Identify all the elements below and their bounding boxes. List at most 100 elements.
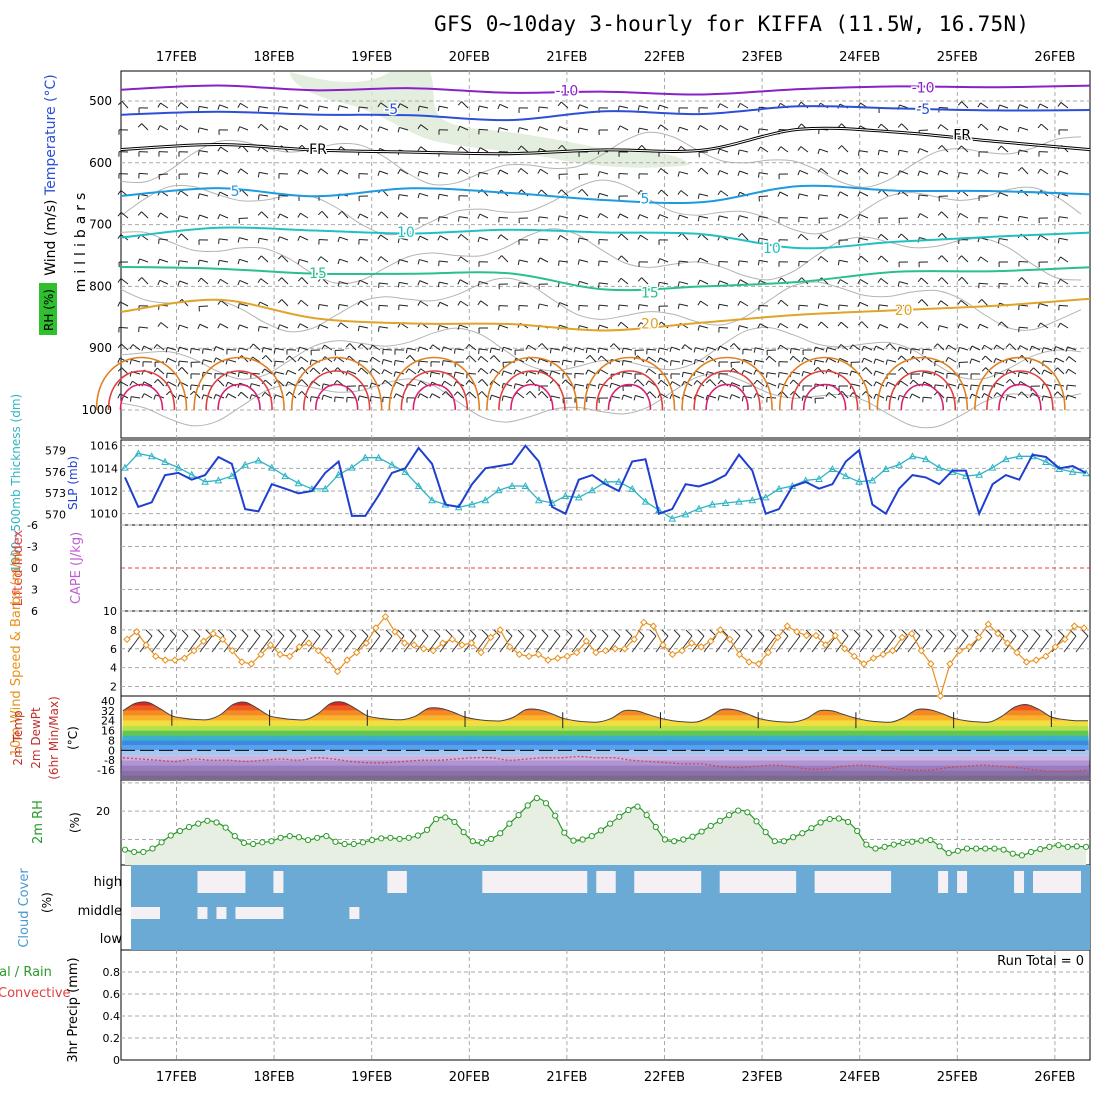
cloud-high-gap (691, 871, 702, 893)
wind-barb (439, 171, 449, 175)
rh-marker (881, 843, 888, 850)
wind-barb (820, 321, 829, 329)
wind-barb-flag (257, 172, 260, 178)
wind-speed-marker (946, 660, 954, 668)
temp-loop (876, 356, 969, 411)
wind-barb-flag (789, 348, 792, 354)
barb-10m-flag (745, 629, 753, 637)
wind-barb-flag (997, 216, 1000, 222)
wind-barb-flag (1017, 149, 1020, 156)
wind-barb-flag (417, 171, 420, 177)
wind-barb (999, 125, 1009, 131)
wind-barb-flag (977, 256, 982, 262)
wind-barb (395, 360, 405, 363)
wind-barb (200, 277, 209, 285)
wind-barb (420, 300, 429, 307)
wind-barb-flag (697, 167, 702, 173)
wind-barb (887, 359, 897, 363)
wind-barb (961, 276, 969, 285)
cloud-level-label: low (100, 932, 123, 947)
wind-barb-flag (237, 371, 240, 377)
wind-barb (678, 260, 689, 263)
wind-barb (827, 347, 837, 351)
wind-barb-flag (637, 128, 640, 134)
total-rain-label: tal / Rain (0, 965, 52, 980)
wind-barb-flag (357, 343, 362, 348)
wind-speed-marker (544, 656, 552, 664)
thickness-marker (161, 457, 169, 465)
rh-marker (314, 834, 321, 841)
temp-tick-label: 0 (108, 744, 115, 757)
barb-10m-flag (409, 629, 417, 637)
wind-barb (1021, 277, 1029, 285)
wind-barb-flag (217, 214, 221, 220)
wind-barb-flag (501, 383, 504, 389)
wind-barb (719, 280, 729, 285)
wind-barb (1021, 167, 1029, 175)
barb-10m (415, 635, 429, 653)
wind-barb (659, 104, 669, 109)
slp-tick-label: 1010 (90, 508, 118, 521)
barb-10m-flag (373, 629, 381, 637)
barb-10m (715, 635, 729, 653)
wind-barb-flag (937, 233, 943, 238)
barb-10m-flag (1045, 629, 1053, 637)
wind-barb-flag (153, 367, 158, 373)
wind-barb (1043, 395, 1053, 399)
wind-barb (1019, 104, 1029, 109)
wind-barb (599, 347, 609, 351)
wind-speed-marker (486, 633, 495, 642)
wind-barb (300, 356, 309, 363)
cloud-mid-gap (254, 907, 265, 919)
wind-barb-flag (837, 145, 843, 150)
wind-barb-flag (697, 300, 701, 306)
wind-barb-flag (497, 234, 502, 240)
wind-barb (550, 360, 561, 363)
rh-marker (460, 829, 467, 836)
wind-barb-flag (381, 379, 386, 385)
wind-barb-flag (117, 393, 121, 399)
wind-barb (767, 372, 777, 375)
wind-barb (599, 260, 609, 263)
wind-barb-flag (537, 189, 542, 195)
wind-barb (648, 368, 657, 375)
cloud-high-gap (672, 871, 683, 893)
barb-10m-flag (169, 629, 177, 637)
wind-barb (143, 345, 153, 351)
wind-barb-flag (377, 102, 382, 108)
wind-barb (1040, 123, 1049, 131)
wind-barb (265, 355, 273, 363)
wind-barb-flag (537, 358, 541, 364)
wind-barb-flag (637, 105, 640, 111)
wind-barb (499, 127, 509, 131)
wind-barb (459, 125, 469, 131)
wind-barb-flag (217, 191, 221, 197)
wind-barb-flag (1017, 345, 1021, 351)
wind-barb-flag (277, 255, 283, 260)
temp-loop (974, 356, 1066, 411)
barb-10m (847, 635, 861, 653)
wind-barb (359, 360, 369, 363)
barb-10m-flag (661, 629, 669, 637)
wind-barb (739, 279, 749, 285)
wind-barb (379, 170, 389, 175)
wind-barb (798, 304, 809, 307)
wind-tick-label: 4 (110, 662, 117, 675)
wind-barb-flag (457, 216, 460, 222)
wind-barb (419, 171, 429, 175)
wind-barb (899, 149, 909, 153)
cloud-high-gap (738, 871, 749, 893)
wind-barb-flag (197, 172, 200, 178)
wind-barb (637, 379, 645, 387)
cloud-high-gap (681, 871, 692, 893)
wind-barb (671, 381, 681, 387)
wind-barb-flag (1037, 303, 1040, 309)
wind-barb-flag (261, 368, 265, 374)
wind-barb-flag (177, 125, 181, 131)
wind-barb-flag (153, 344, 158, 349)
wind-barb (780, 344, 789, 351)
rh-contour (120, 228, 1082, 285)
wind-barb-flag (417, 280, 421, 286)
wind-barb-flag (517, 145, 522, 151)
wind-barb (719, 303, 729, 307)
